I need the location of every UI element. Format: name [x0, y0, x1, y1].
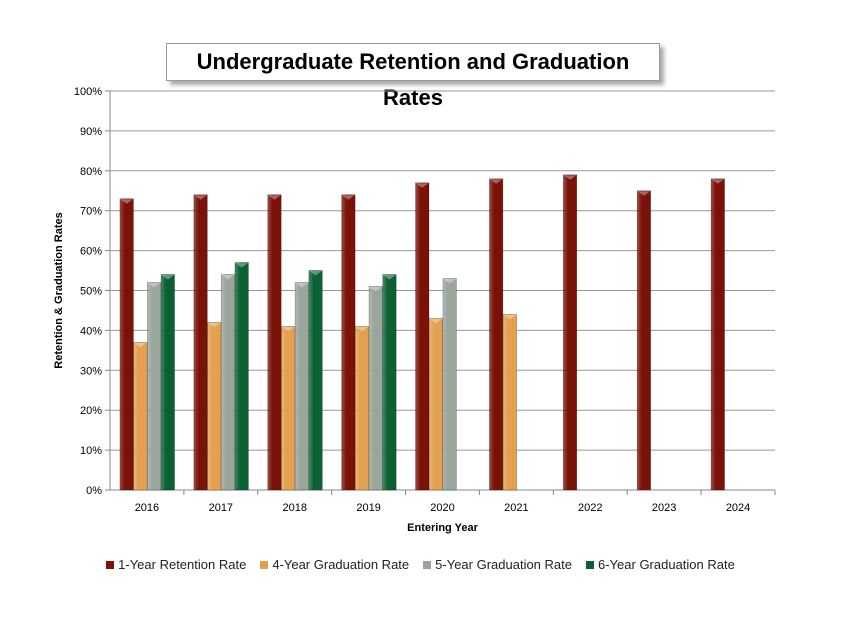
legend-swatch	[423, 560, 432, 569]
bar-1-year-retention-rate-2018	[267, 194, 282, 491]
legend-item: 6-Year Graduation Rate	[586, 557, 735, 572]
legend-label: 4-Year Graduation Rate	[272, 557, 410, 572]
legend: 1-Year Retention Rate 4-Year Graduation R…	[0, 557, 841, 572]
y-tick-label: 100%	[74, 86, 102, 98]
x-tick-label: 2019	[356, 502, 380, 514]
bar-4-year-graduation-rate-2019	[355, 326, 370, 491]
y-tick-label: 20%	[80, 405, 102, 417]
bar-highlight	[134, 342, 147, 348]
legend-item: 1-Year Retention Rate	[106, 557, 246, 572]
bar-highlight	[147, 283, 161, 288]
x-tick-label: 2021	[504, 502, 528, 514]
bar-5-year-graduation-rate-2016	[147, 282, 162, 491]
bar-highlight	[208, 322, 221, 328]
bar-highlight	[161, 275, 175, 280]
y-tick-label: 10%	[80, 445, 102, 457]
y-axis-label: Retention & Graduation Rates	[53, 212, 65, 368]
x-tick-label: 2020	[430, 502, 454, 514]
y-tick-label: 80%	[80, 166, 102, 178]
bar-highlight	[369, 287, 383, 292]
bar-1-year-retention-rate-2022	[562, 174, 578, 491]
bar-6-year-graduation-rate-2018	[308, 270, 323, 491]
bar-highlight	[489, 179, 503, 184]
bar-highlight	[268, 195, 281, 200]
bar-1-year-retention-rate-2016	[119, 198, 134, 491]
y-tick-label: 50%	[80, 286, 102, 298]
bar-6-year-graduation-rate-2016	[160, 274, 175, 491]
bar-6-year-graduation-rate-2019	[382, 274, 397, 491]
y-tick-label: 90%	[80, 126, 102, 138]
bar-1-year-retention-rate-2021	[489, 178, 504, 491]
legend-label: 1-Year Retention Rate	[118, 557, 247, 572]
bar-1-year-retention-rate-2020	[415, 182, 430, 491]
bar-highlight	[309, 271, 322, 276]
bar-highlight	[383, 275, 396, 280]
bar-highlight	[281, 326, 295, 332]
bar-highlight	[235, 263, 248, 268]
bar-1-year-retention-rate-2023	[636, 190, 651, 491]
bar-4-year-graduation-rate-2017	[207, 322, 222, 491]
chart-title: Undergraduate Retention and Graduation R…	[166, 43, 660, 110]
bar-5-year-graduation-rate-2019	[368, 286, 383, 491]
x-tick-label: 2022	[578, 502, 602, 514]
bar-highlight	[342, 195, 355, 200]
legend-swatch	[106, 560, 115, 569]
legend-item: 4-Year Graduation Rate	[260, 557, 409, 572]
bar-highlight	[637, 191, 651, 196]
bar-4-year-graduation-rate-2016	[133, 342, 148, 491]
bar-highlight	[221, 275, 235, 280]
bar-4-year-graduation-rate-2018	[281, 326, 296, 491]
bar-highlight	[503, 314, 517, 320]
bar-highlight	[711, 179, 725, 184]
y-tick-label: 40%	[80, 325, 102, 337]
bar-highlight	[563, 175, 577, 180]
x-axis-label: Entering Year	[407, 522, 478, 534]
bar-highlight	[355, 326, 369, 332]
bar-4-year-graduation-rate-2021	[502, 314, 517, 491]
legend-label: 5-Year Graduation Rate	[435, 557, 572, 572]
legend-label: 6-Year Graduation Rate	[598, 557, 735, 572]
legend-swatch	[586, 560, 594, 569]
bar-highlight	[429, 318, 443, 324]
bar-highlight	[416, 183, 429, 188]
legend-swatch	[260, 560, 269, 569]
bar-1-year-retention-rate-2019	[341, 194, 356, 491]
bar-5-year-graduation-rate-2017	[220, 274, 236, 491]
bar-highlight	[120, 199, 133, 204]
y-tick-label: 0%	[86, 485, 102, 497]
bar-5-year-graduation-rate-2020	[442, 278, 457, 491]
bar-highlight	[194, 195, 207, 200]
bar-highlight	[295, 283, 309, 288]
bar-1-year-retention-rate-2017	[193, 194, 208, 491]
x-tick-label: 2024	[726, 502, 750, 514]
x-tick-label: 2017	[209, 502, 233, 514]
x-tick-label: 2023	[652, 502, 676, 514]
y-tick-label: 60%	[80, 246, 102, 258]
bar-5-year-graduation-rate-2018	[294, 282, 309, 491]
x-tick-label: 2016	[135, 502, 159, 514]
bar-1-year-retention-rate-2024	[710, 178, 725, 491]
bar-6-year-graduation-rate-2017	[234, 262, 249, 491]
x-tick-label: 2018	[282, 502, 306, 514]
bar-4-year-graduation-rate-2020	[428, 318, 444, 491]
bar-highlight	[443, 279, 456, 284]
y-tick-label: 30%	[80, 365, 102, 377]
y-tick-label: 70%	[80, 206, 102, 218]
legend-item: 5-Year Graduation Rate	[423, 557, 572, 572]
